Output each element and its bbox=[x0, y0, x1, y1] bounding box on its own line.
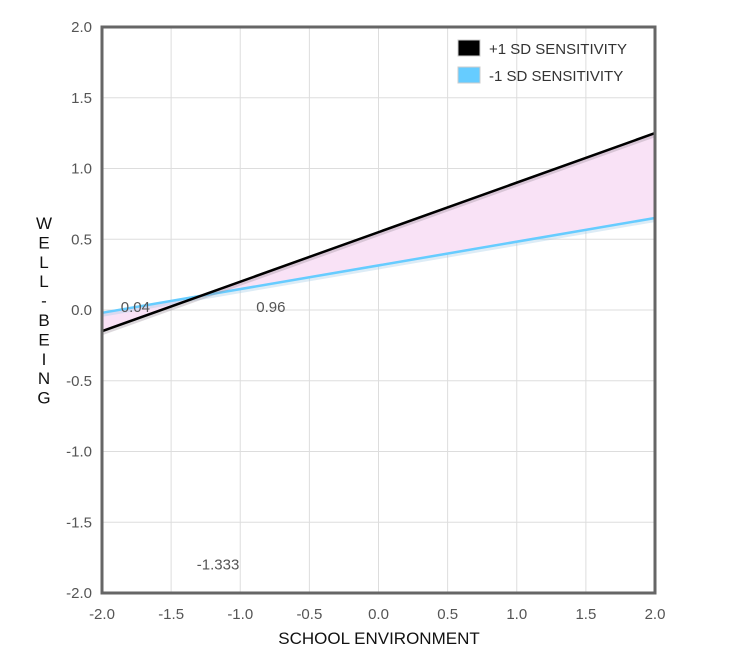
y-tick-label: 1.0 bbox=[71, 161, 92, 178]
annotation-layer: 0.04 0.96 -1.333 bbox=[121, 299, 286, 574]
legend: +1 SD SENSITIVITY -1 SD SENSITIVITY bbox=[457, 39, 627, 85]
series-line-plus-1sd-shadow bbox=[101, 132, 656, 336]
y-axis-title-letter: E bbox=[38, 330, 49, 349]
plot-frame bbox=[100, 25, 657, 595]
y-axis-title-letter: N bbox=[38, 369, 50, 388]
y-axis-title-letter: G bbox=[37, 389, 50, 408]
x-tick-label: 1.5 bbox=[575, 606, 596, 623]
annotation-label: -1.333 bbox=[197, 557, 240, 574]
plot-frame-layer bbox=[100, 25, 657, 595]
y-axis-title-letter: E bbox=[38, 233, 49, 252]
legend-swatch bbox=[457, 39, 481, 57]
y-axis-title-letter: I bbox=[42, 350, 47, 369]
x-tick-label: -1.0 bbox=[227, 606, 253, 623]
annotation-label: 0.04 bbox=[121, 299, 150, 316]
x-tick-label: -2.0 bbox=[89, 606, 115, 623]
legend-label: -1 SD SENSITIVITY bbox=[489, 68, 623, 85]
series-line-plus-1sd bbox=[101, 131, 656, 333]
y-tick-label: 0.5 bbox=[71, 231, 92, 248]
y-axis-title-letter: L bbox=[39, 253, 48, 272]
y-tick-label: -2.0 bbox=[66, 585, 92, 602]
y-tick-label: -1.5 bbox=[66, 514, 92, 531]
x-tick-label: -0.5 bbox=[296, 606, 322, 623]
y-tick-label: -0.5 bbox=[66, 373, 92, 390]
legend-swatch bbox=[457, 66, 481, 84]
x-tick-label: 0.5 bbox=[437, 606, 458, 623]
tick-label-layer: -2.0 -1.5 -1.0 -0.5 0.0 0.5 1.0 1.5 2.0 2.0 1.5 1.0… bbox=[66, 19, 665, 623]
x-tick-label: -1.5 bbox=[158, 606, 184, 623]
x-tick-label: 0.0 bbox=[368, 606, 389, 623]
annotation-label: 0.96 bbox=[256, 299, 285, 316]
x-tick-label: 2.0 bbox=[645, 606, 666, 623]
grid-layer bbox=[101, 26, 656, 594]
y-tick-label: 0.0 bbox=[71, 302, 92, 319]
y-axis-title-letter: W bbox=[36, 214, 52, 233]
legend-label: +1 SD SENSITIVITY bbox=[489, 41, 627, 58]
y-axis-title-letter: B bbox=[38, 311, 49, 330]
x-tick-label: 1.0 bbox=[506, 606, 527, 623]
series-line-layer bbox=[101, 131, 656, 336]
x-axis-title: SCHOOL ENVIRONMENT bbox=[278, 629, 480, 648]
y-axis-title-letter: L bbox=[39, 272, 48, 291]
y-tick-label: 1.5 bbox=[71, 90, 92, 107]
y-axis-title-letter: - bbox=[41, 292, 47, 311]
y-tick-label: -1.0 bbox=[66, 444, 92, 461]
y-tick-label: 2.0 bbox=[71, 19, 92, 36]
